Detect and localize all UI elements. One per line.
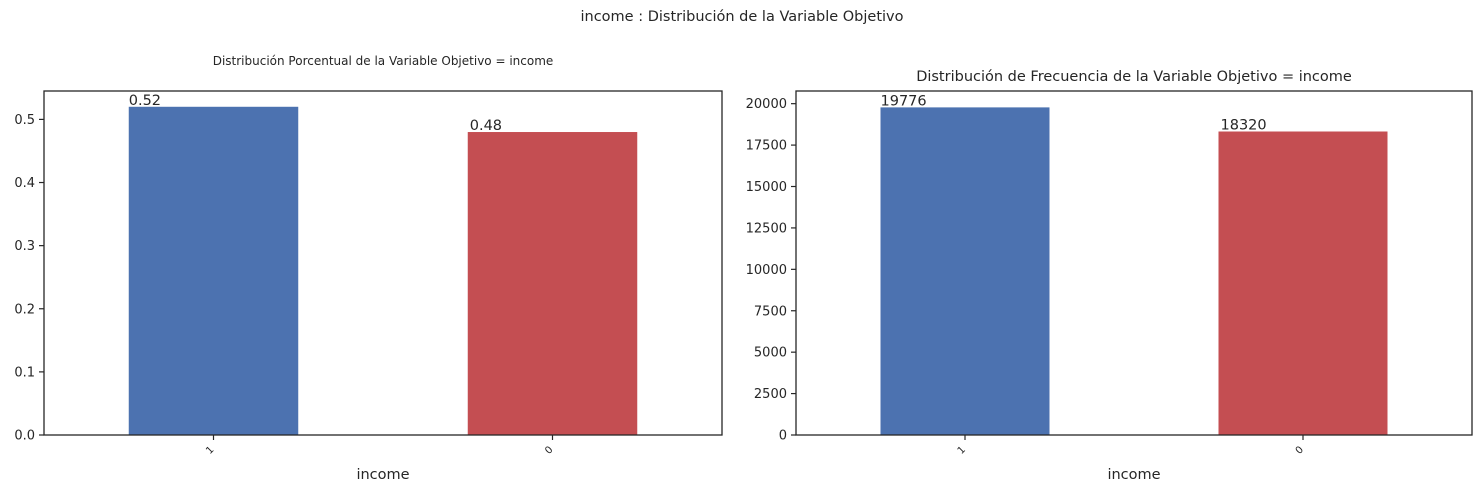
y-tick-label: 0.5 bbox=[14, 113, 35, 128]
bar-value-label: 19776 bbox=[881, 93, 927, 109]
bar-group bbox=[128, 106, 638, 435]
y-tick-label: 10000 bbox=[746, 263, 787, 278]
y-tick-label: 0 bbox=[779, 429, 787, 444]
y-tick-label: 0.1 bbox=[14, 365, 35, 380]
chart-title: Distribución Porcentual de la Variable O… bbox=[213, 54, 554, 68]
bar-group bbox=[880, 107, 1388, 436]
y-tick-label: 2500 bbox=[754, 387, 787, 402]
bar-1 bbox=[128, 106, 299, 435]
y-axis-ticks: 0.0 0.1 0.2 0.3 0.4 0.5 bbox=[14, 113, 44, 444]
chart-frequency-distribution: Distribución de Frecuencia de la Variabl… bbox=[746, 69, 1473, 483]
x-tick-label: 1 bbox=[204, 444, 216, 456]
bar-value-label: 0.52 bbox=[129, 93, 161, 109]
y-axis-ticks: 0 2500 5000 7500 10000 12500 15000 17500 20000 bbox=[746, 97, 796, 444]
bar-value-label: 0.48 bbox=[470, 118, 502, 134]
y-tick-label: 17500 bbox=[746, 139, 787, 154]
y-tick-label: 7500 bbox=[754, 304, 787, 319]
y-tick-label: 0.2 bbox=[14, 302, 35, 317]
plot-frame bbox=[43, 90, 723, 436]
bar-value-label: 18320 bbox=[1221, 118, 1267, 134]
figure-suptitle: income : Distribución de la Variable Obj… bbox=[580, 9, 903, 25]
bar-label-group: 0.52 0.48 bbox=[129, 93, 502, 134]
y-tick-label: 5000 bbox=[754, 346, 787, 361]
y-tick-label: 12500 bbox=[746, 221, 787, 236]
chart-percentage-distribution: Distribución Porcentual de la Variable O… bbox=[14, 54, 723, 483]
y-tick-label: 15000 bbox=[746, 180, 787, 195]
x-tick-label: 1 bbox=[956, 444, 968, 456]
bar-0 bbox=[1218, 131, 1388, 435]
bar-0 bbox=[467, 132, 638, 435]
chart-title: Distribución de Frecuencia de la Variabl… bbox=[916, 69, 1352, 85]
y-tick-label: 0.0 bbox=[14, 429, 35, 444]
x-tick-label: 0 bbox=[543, 444, 555, 456]
bar-label-group: 19776 18320 bbox=[881, 93, 1267, 133]
x-tick-label: 0 bbox=[1294, 444, 1306, 456]
x-axis-label: income bbox=[356, 467, 409, 483]
bar-1 bbox=[880, 107, 1050, 436]
y-tick-label: 0.4 bbox=[14, 176, 35, 191]
x-axis-label: income bbox=[1107, 467, 1160, 483]
y-tick-label: 20000 bbox=[746, 97, 787, 112]
plot-frame bbox=[795, 90, 1473, 436]
y-tick-label: 0.3 bbox=[14, 239, 35, 254]
